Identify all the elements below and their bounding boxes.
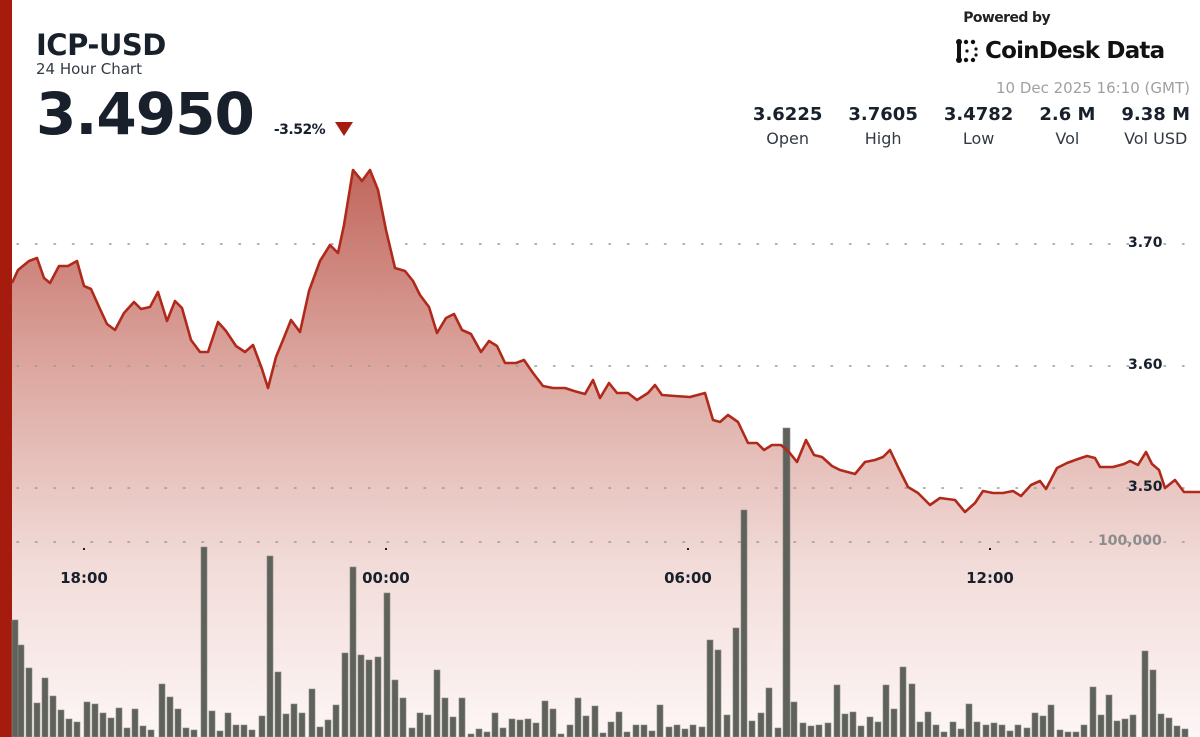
stat-value: 3.4782 — [943, 104, 1014, 125]
x-tick-18-00: 18:00 — [60, 569, 108, 587]
ticker-header: ICP-USD 24 Hour Chart 3.4950 -3.52% — [36, 28, 354, 148]
stat-value: 9.38 M — [1121, 104, 1190, 125]
down-arrow-icon — [335, 122, 354, 136]
stat-label: High — [864, 129, 902, 148]
coindesk-logo-icon — [956, 39, 978, 63]
brand-logo-lockup: CoinDesk Data — [955, 38, 1165, 64]
price-line — [10, 168, 1200, 514]
price-area — [12, 170, 1200, 737]
brand-name: CoinDesk Data — [985, 38, 1165, 64]
stat-value: 3.6225 — [752, 104, 823, 125]
volume-bars — [11, 427, 1189, 737]
stat-vol: 2.6 M Vol — [1039, 104, 1095, 150]
price-change: -3.52% — [273, 122, 326, 138]
y-tick-3-60: 3.60 — [1128, 357, 1163, 373]
stat-low: 3.4782 Low — [944, 104, 1013, 150]
powered-by-label: Powered by — [963, 10, 1050, 26]
x-tick-00-00: 00:00 — [362, 569, 410, 587]
stat-high: 3.7605 High — [848, 104, 917, 150]
x-tick-12-00: 12:00 — [966, 569, 1014, 587]
y-tick-3-70: 3.70 — [1128, 235, 1163, 251]
stat-value: 2.6 M — [1039, 104, 1096, 125]
pair-title: ICP-USD — [36, 28, 166, 62]
stat-value: 3.7605 — [848, 104, 918, 125]
chart-subtitle: 24 Hour Chart — [36, 60, 142, 78]
accent-bar — [0, 0, 12, 737]
stats-row: 3.6225 Open 3.7605 High 3.4782 Low 2.6 M… — [727, 104, 1190, 150]
stat-label: Low — [962, 129, 995, 148]
y-tick-3-50: 3.50 — [1128, 479, 1163, 495]
stat-label: Vol — [1055, 129, 1080, 148]
grid-lines — [16, 243, 1200, 543]
stat-label: Open — [766, 129, 810, 148]
current-price: 3.4950 — [36, 80, 255, 148]
x-tick-marks — [83, 548, 991, 550]
stat-vol-usd: 9.38 M Vol USD — [1121, 104, 1190, 150]
stat-label: Vol USD — [1124, 129, 1188, 148]
stat-open: 3.6225 Open — [753, 104, 822, 150]
volume-tick-label: 100,000 — [1098, 533, 1162, 549]
chart-timestamp: 10 Dec 2025 16:10 (GMT) — [995, 79, 1190, 97]
x-tick-06-00: 06:00 — [664, 569, 712, 587]
price-row: 3.4950 -3.52% — [36, 80, 354, 148]
